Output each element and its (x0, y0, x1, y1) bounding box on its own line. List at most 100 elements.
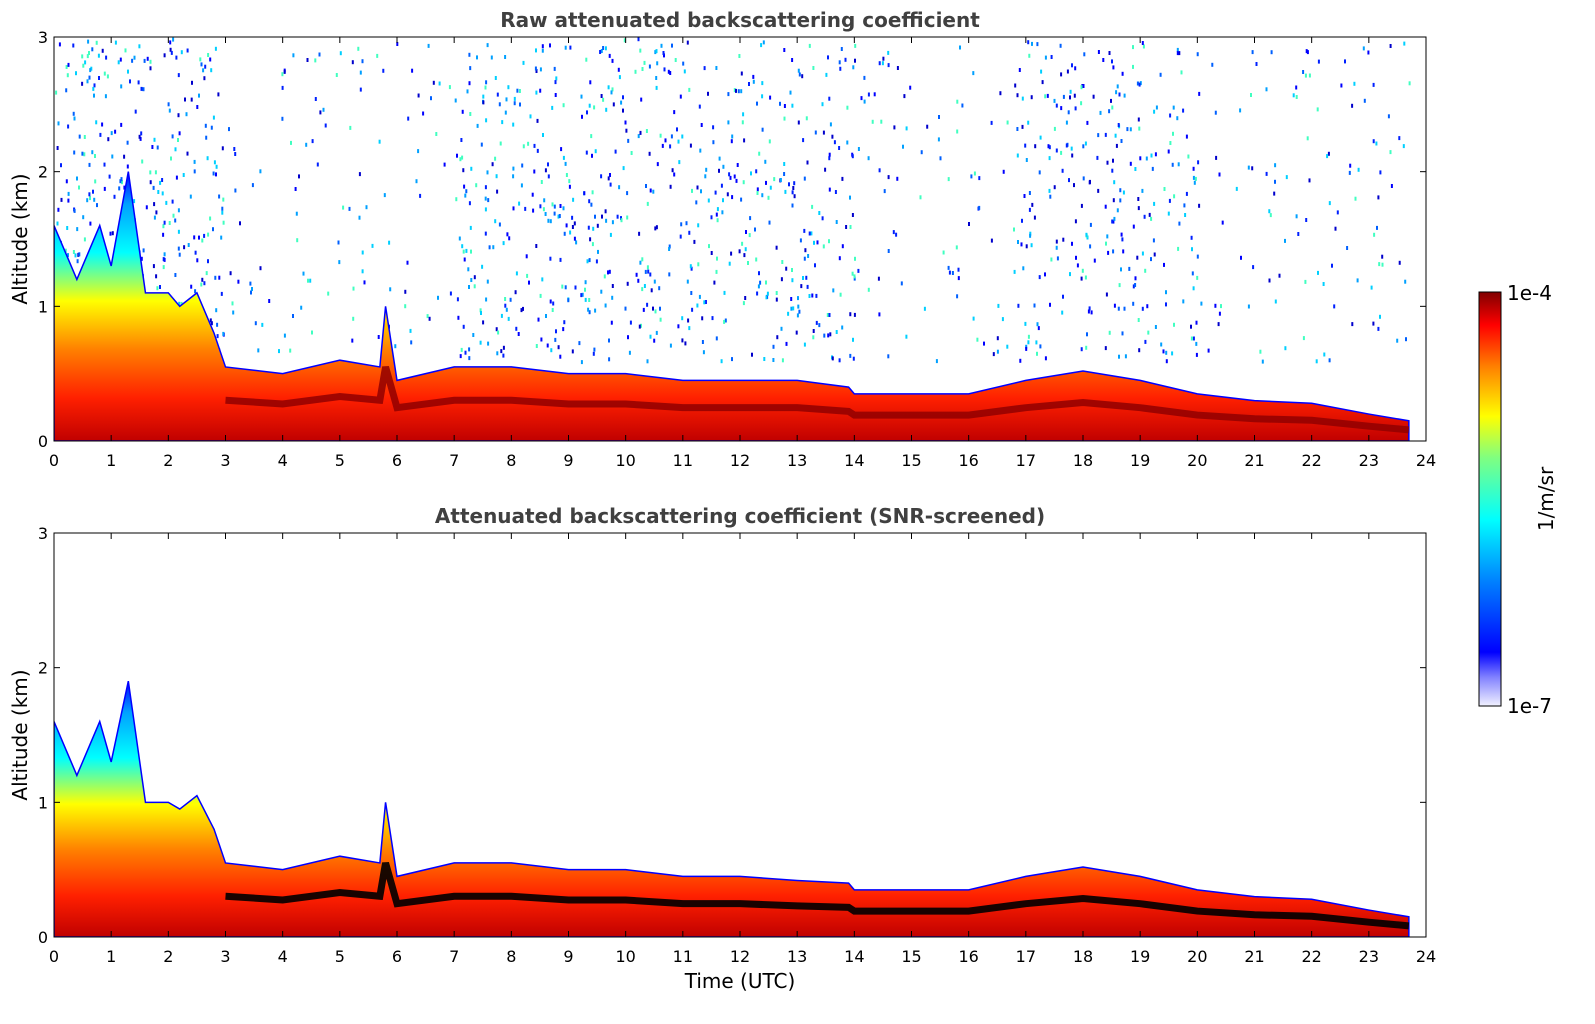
noise-pixel (637, 278, 640, 283)
noise-pixel (220, 235, 223, 240)
noise-pixel (754, 227, 756, 232)
noise-pixel (99, 132, 102, 137)
noise-pixel (140, 86, 143, 91)
noise-pixel (769, 95, 772, 100)
noise-pixel (185, 112, 188, 117)
noise-pixel (1116, 84, 1119, 89)
noise-pixel (761, 127, 764, 132)
noise-pixel (1194, 176, 1197, 181)
noise-pixel (1196, 254, 1199, 259)
noise-pixel (784, 189, 787, 194)
noise-pixel (508, 236, 511, 241)
noise-pixel (535, 69, 538, 73)
noise-pixel (540, 180, 543, 184)
noise-pixel (1092, 94, 1095, 99)
noise-pixel (118, 186, 121, 191)
noise-pixel (1315, 359, 1318, 364)
noise-pixel (411, 68, 414, 73)
noise-pixel (175, 175, 178, 180)
noise-pixel (522, 60, 525, 65)
noise-pixel (162, 224, 165, 229)
noise-pixel (1357, 167, 1360, 172)
noise-pixel (878, 61, 881, 66)
noise-pixel (919, 195, 922, 200)
panel-screened: Attenuated backscattering coefficient (S… (8, 504, 1436, 993)
noise-pixel (1197, 160, 1200, 165)
noise-pixel (854, 43, 857, 48)
noise-pixel (695, 200, 698, 205)
noise-pixel (1402, 144, 1405, 149)
noise-pixel (1172, 131, 1174, 136)
noise-pixel (791, 58, 794, 62)
noise-pixel (92, 189, 94, 194)
noise-pixel (785, 266, 788, 271)
noise-pixel (1117, 123, 1120, 127)
noise-pixel (72, 111, 75, 116)
noise-pixel (1143, 214, 1146, 219)
noise-pixel (75, 71, 77, 76)
noise-pixel (662, 51, 665, 55)
noise-pixel (543, 198, 546, 203)
noise-pixel (1306, 50, 1309, 55)
noise-pixel (1061, 310, 1064, 315)
noise-pixel (559, 204, 562, 208)
noise-pixel (689, 143, 692, 148)
noise-pixel (652, 189, 655, 194)
noise-pixel (533, 143, 536, 148)
x-tick-label: 0 (49, 947, 59, 966)
noise-pixel (126, 140, 129, 145)
noise-pixel (713, 280, 716, 285)
noise-pixel (643, 60, 646, 65)
noise-pixel (67, 253, 69, 258)
noise-pixel (677, 324, 680, 329)
noise-pixel (655, 49, 658, 54)
noise-pixel (419, 193, 422, 198)
noise-pixel (189, 194, 192, 199)
noise-pixel (803, 176, 806, 181)
noise-pixel (526, 273, 529, 278)
noise-pixel (536, 148, 539, 153)
noise-pixel (1190, 235, 1193, 240)
noise-pixel (1196, 275, 1199, 280)
noise-pixel (792, 186, 795, 190)
noise-pixel (1192, 175, 1195, 180)
noise-pixel (76, 176, 78, 181)
noise-pixel (590, 202, 593, 207)
noise-pixel (551, 105, 554, 110)
noise-pixel (638, 324, 641, 329)
noise-pixel (432, 80, 435, 85)
x-tick-label: 18 (1073, 451, 1093, 470)
noise-pixel (121, 180, 123, 185)
noise-pixel (1144, 268, 1147, 273)
noise-pixel (1017, 303, 1020, 308)
noise-pixel (1030, 95, 1033, 100)
noise-pixel (727, 120, 730, 125)
noise-pixel (1165, 290, 1167, 295)
noise-pixel (1144, 339, 1147, 344)
noise-pixel (1317, 270, 1319, 275)
noise-pixel (504, 110, 507, 115)
noise-pixel (314, 58, 317, 63)
noise-pixel (1040, 69, 1043, 74)
noise-pixel (97, 53, 100, 58)
noise-pixel (554, 80, 557, 85)
noise-pixel (721, 210, 724, 215)
noise-pixel (783, 116, 786, 121)
noise-pixel (750, 171, 752, 176)
noise-pixel (708, 244, 710, 249)
noise-pixel (407, 116, 410, 121)
noise-pixel (504, 297, 507, 301)
noise-pixel (835, 330, 838, 334)
noise-pixel (78, 134, 81, 139)
noise-pixel (292, 314, 294, 318)
noise-pixel (1389, 150, 1392, 155)
noise-pixel (460, 138, 463, 142)
noise-pixel (512, 206, 515, 211)
noise-pixel (138, 134, 141, 139)
noise-pixel (823, 333, 826, 338)
noise-pixel (504, 303, 507, 308)
noise-pixel (841, 325, 844, 330)
noise-pixel (1165, 350, 1168, 355)
noise-pixel (742, 112, 745, 117)
noise-pixel (57, 207, 60, 212)
